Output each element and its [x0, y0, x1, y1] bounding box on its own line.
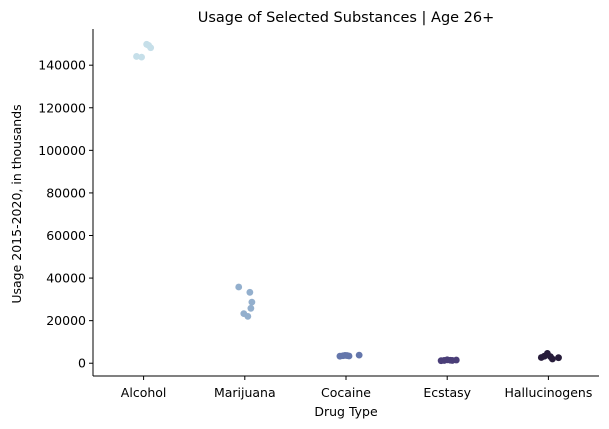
- data-points: [133, 40, 562, 365]
- data-point: [247, 304, 255, 312]
- x-tick-label-marijuana: Marijuana: [214, 385, 276, 400]
- series-marijuana: [235, 283, 256, 320]
- y-tick-label: 100000: [38, 143, 86, 158]
- y-tick-label: 140000: [38, 58, 86, 73]
- x-axis-ticks: Alcohol Marijuana Cocaine Ecstasy Hallucinog…: [121, 376, 592, 400]
- data-point: [147, 44, 155, 52]
- data-point: [345, 352, 353, 360]
- y-tick-label: 120000: [38, 100, 86, 115]
- data-point: [248, 298, 256, 306]
- data-point: [452, 356, 460, 364]
- x-tick-label-hallucinogens: Hallucinogens: [504, 385, 592, 400]
- y-axis-title: Usage 2015-2020, in thousands: [9, 104, 24, 303]
- data-point: [133, 53, 140, 60]
- x-tick-label-ecstasy: Ecstasy: [423, 385, 471, 400]
- y-tick-label: 40000: [46, 271, 86, 286]
- chart-title: Usage of Selected Substances | Age 26+: [198, 10, 495, 26]
- x-axis-title: Drug Type: [314, 404, 378, 419]
- data-point: [235, 283, 243, 291]
- data-point: [549, 355, 556, 363]
- series-alcohol: [133, 40, 155, 61]
- x-tick-label-alcohol: Alcohol: [121, 385, 167, 400]
- data-point: [355, 351, 363, 359]
- y-tick-label: 0: [78, 356, 86, 371]
- data-point: [246, 288, 254, 296]
- data-point: [138, 53, 145, 61]
- series-cocaine: [336, 351, 363, 360]
- y-tick-label: 20000: [46, 313, 86, 328]
- y-axis-ticks: 0 20000 40000 60000 80000 100000 120000 140000: [38, 58, 93, 371]
- y-tick-label: 80000: [46, 185, 86, 200]
- data-point: [555, 354, 562, 362]
- y-tick-label: 60000: [46, 228, 86, 243]
- x-tick-label-cocaine: Cocaine: [321, 385, 371, 400]
- data-point: [244, 312, 252, 320]
- series-ecstasy: [437, 356, 460, 365]
- series-hallucinogens: [537, 350, 562, 363]
